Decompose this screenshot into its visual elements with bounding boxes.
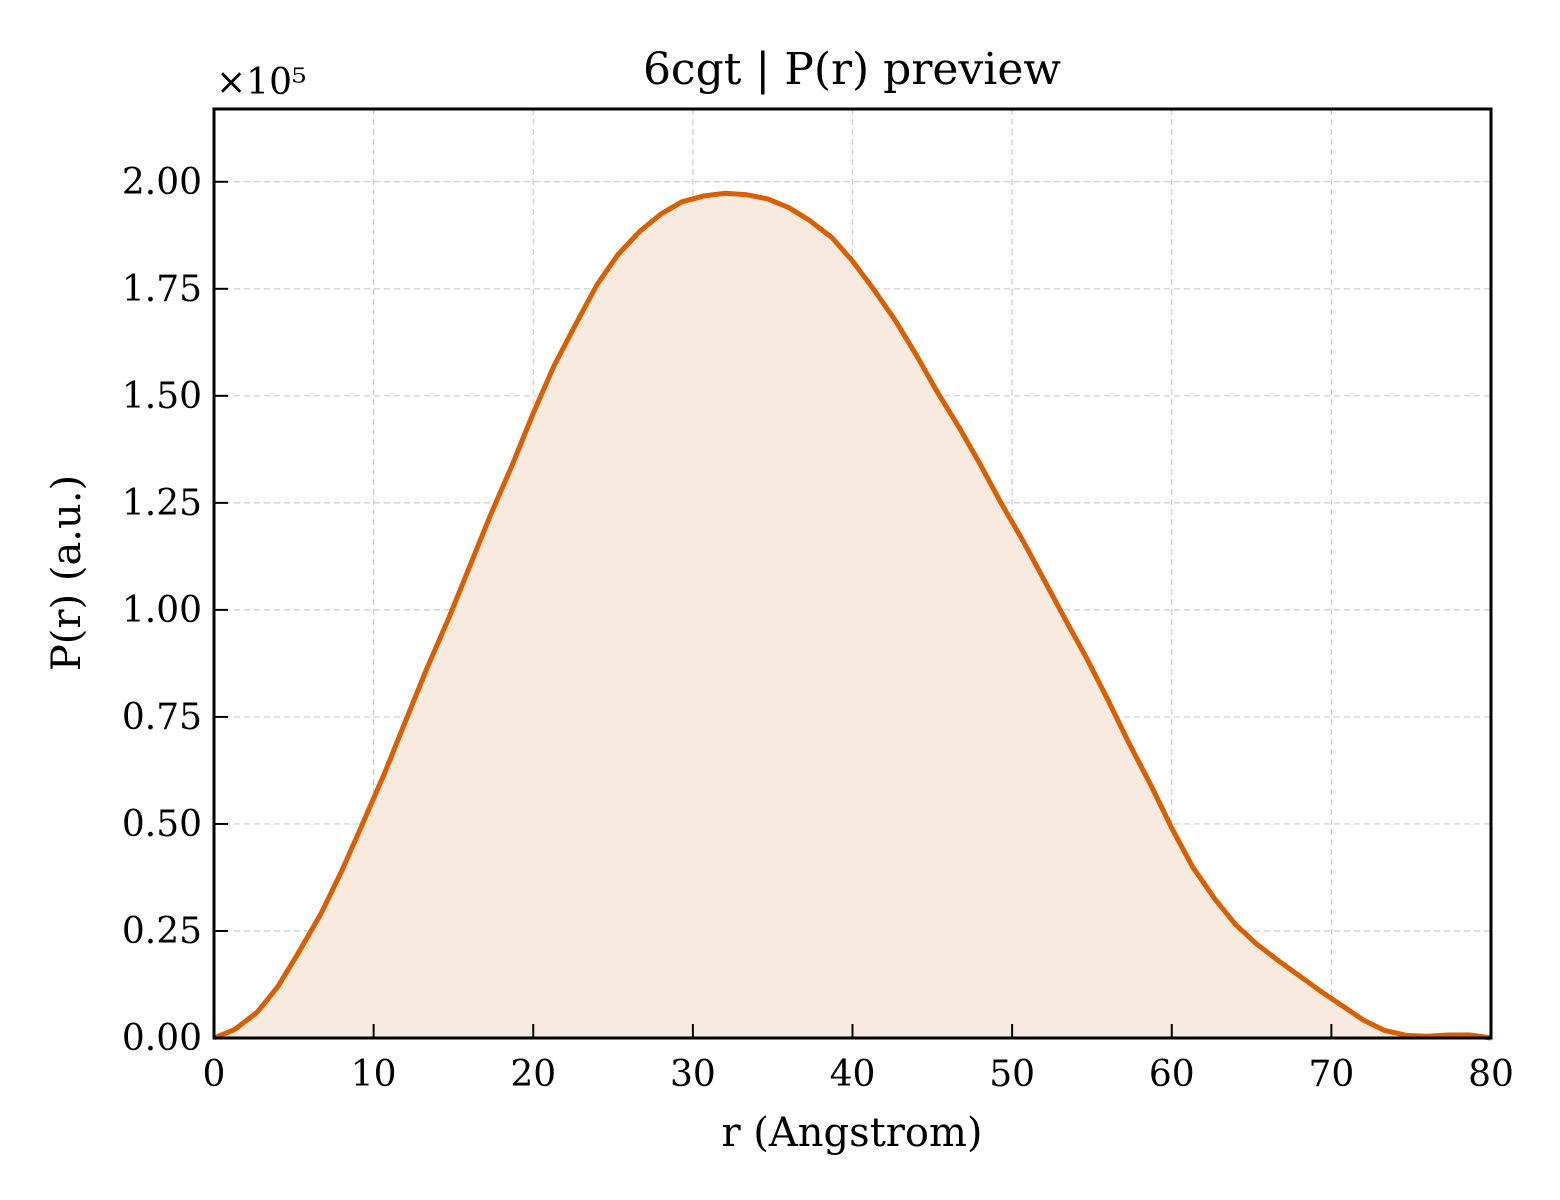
x-tick-label: 60	[1149, 1054, 1195, 1095]
y-axis-label: P(r) (a.u.)	[44, 475, 90, 671]
x-tick-label: 30	[670, 1054, 716, 1095]
y-tick-label: 1.00	[122, 590, 202, 631]
x-tick-label: 10	[351, 1054, 397, 1095]
y-tick-label: 0.75	[122, 697, 202, 738]
y-tick-label: 2.00	[122, 162, 202, 203]
pr-area-fill	[214, 193, 1491, 1039]
x-tick-label: 50	[989, 1054, 1035, 1095]
y-tick-label: 1.50	[122, 376, 202, 417]
y-multiplier: ×10⁵	[216, 62, 306, 103]
y-tick-label: 1.75	[122, 269, 202, 310]
y-tick-label: 0.50	[122, 804, 202, 845]
pr-curve-line	[213, 190, 1492, 1041]
y-tick-label: 0.00	[122, 1018, 202, 1059]
x-tick-label: 70	[1308, 1054, 1354, 1095]
tick-layer: 0 10 20 30 40 50 60 70 80 0.00 0.25 0.50 0.75 1.00 1.2…	[122, 162, 1514, 1095]
x-tick-label: 0	[203, 1054, 226, 1095]
x-axis-label: r (Angstrom)	[721, 1110, 982, 1156]
x-tick-label: 40	[830, 1054, 876, 1095]
x-tick-label: 80	[1468, 1054, 1514, 1095]
y-tick-label: 1.25	[122, 483, 202, 524]
y-tick-label: 0.25	[122, 911, 202, 952]
chart-title: 6cgt | P(r) preview	[643, 44, 1061, 95]
x-tick-label: 20	[510, 1054, 556, 1095]
